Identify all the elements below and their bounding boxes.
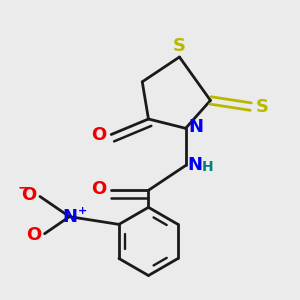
- Text: H: H: [202, 160, 213, 174]
- Text: O: O: [92, 125, 106, 143]
- Text: O: O: [92, 180, 106, 198]
- Text: N: N: [62, 208, 77, 226]
- Text: +: +: [78, 206, 87, 216]
- Text: O: O: [26, 226, 41, 244]
- Text: N: N: [188, 118, 203, 136]
- Text: S: S: [255, 98, 268, 116]
- Text: S: S: [173, 37, 186, 55]
- Text: N: N: [187, 157, 202, 175]
- Text: −: −: [17, 180, 29, 194]
- Text: O: O: [21, 186, 36, 204]
